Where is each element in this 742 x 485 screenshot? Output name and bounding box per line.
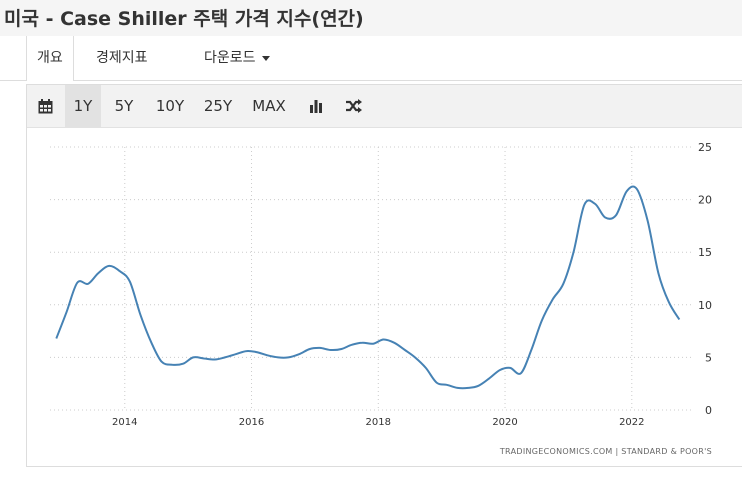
y-tick-label: 0 [705,404,712,417]
tab-download-label: 다운로드 [204,50,256,66]
shuffle-icon[interactable] [341,85,367,127]
source-credit: TRADINGECONOMICS.COM | STANDARD & POOR'S [499,447,712,456]
chart-toolbar: 1Y 5Y 10Y 25Y MAX [27,85,742,128]
x-tick-label: 2022 [619,417,644,428]
x-tick-label: 2018 [366,417,391,428]
range-1y-button[interactable]: 1Y [65,85,101,127]
nav-tabs: 개요 경제지표 다운로드 [0,36,742,81]
y-tick-label: 15 [698,246,712,259]
x-tick-label: 2016 [239,417,264,428]
calendar-icon[interactable] [31,85,59,127]
tab-overview-label: 개요 [37,50,63,66]
tab-overview[interactable]: 개요 [26,36,74,81]
y-tick-label: 5 [705,351,712,364]
chart-panel: 1Y 5Y 10Y 25Y MAX [26,84,742,467]
y-axis-ticks: 0 5 10 15 20 25 [698,141,712,417]
range-max-button[interactable]: MAX [252,97,286,115]
x-axis-ticks: 2014 2016 2018 2020 2022 [112,417,644,428]
series-line [55,185,681,390]
y-tick-label: 25 [698,141,712,154]
chevron-down-icon [261,55,270,61]
x-tick-label: 2020 [492,417,517,428]
y-tick-label: 10 [698,299,712,312]
range-25y-button[interactable]: 25Y [203,97,233,115]
tab-indicators-label: 경제지표 [96,50,148,66]
grid [50,146,692,411]
y-tick-label: 20 [698,194,712,207]
page-title: 미국 - Case Shiller 주택 가격 지수(연간) [4,8,364,30]
range-10y-button[interactable]: 10Y [155,97,185,115]
title-bar: 미국 - Case Shiller 주택 가격 지수(연간) [0,0,742,36]
tab-indicators[interactable]: 경제지표 [96,36,148,80]
x-tick-label: 2014 [112,417,137,428]
tab-download[interactable]: 다운로드 [204,36,270,80]
bar-chart-icon[interactable] [303,85,329,127]
range-5y-button[interactable]: 5Y [114,97,134,115]
